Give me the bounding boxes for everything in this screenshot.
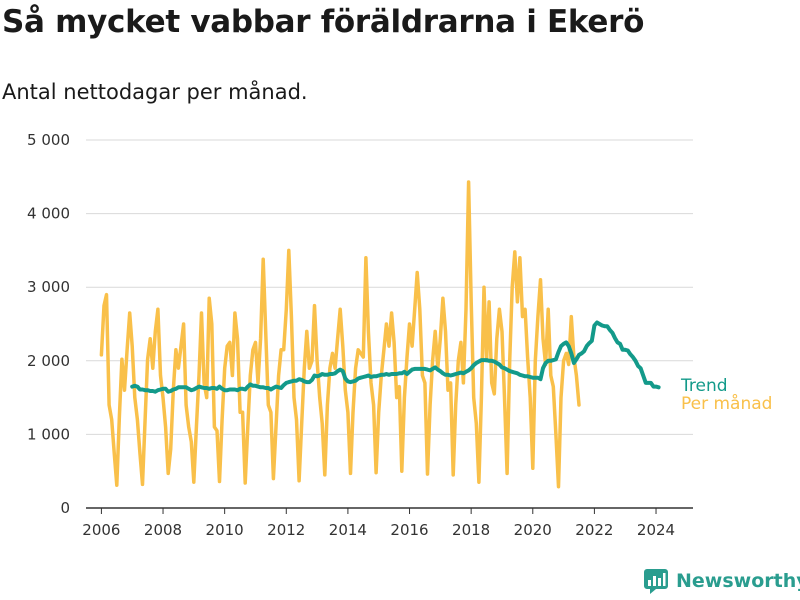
newsworthy-logo: Newsworthy xyxy=(644,568,800,594)
brand-name: Newsworthy xyxy=(676,570,800,592)
chart-subtitle: Antal nettodagar per månad. xyxy=(2,80,308,104)
x-tick-label: 2022 xyxy=(575,521,613,539)
chart-title: Så mycket vabbar föräldrarna i Ekerö xyxy=(2,4,645,40)
x-tick-label: 2010 xyxy=(206,521,244,539)
series-line-per-m-nad xyxy=(99,180,581,489)
y-tick-label: 5 000 xyxy=(27,131,70,149)
y-tick-label: 4 000 xyxy=(27,205,70,223)
x-tick-label: 2006 xyxy=(82,521,120,539)
series-lines xyxy=(99,180,661,489)
x-tick-label: 2008 xyxy=(144,521,182,539)
y-tick-label: 2 000 xyxy=(27,352,70,370)
x-tick-label: 2014 xyxy=(329,521,367,539)
y-tick-label: 1 000 xyxy=(27,425,70,443)
y-axis-ticks: 0 1 000 2 000 3 000 4 000 5 000 xyxy=(27,131,70,517)
x-tick-label: 2020 xyxy=(514,521,552,539)
x-tick-label: 2018 xyxy=(452,521,490,539)
grid-lines xyxy=(86,139,693,435)
series-label: Trend xyxy=(680,376,728,396)
x-tick-label: 2024 xyxy=(637,521,675,539)
y-tick-label: 3 000 xyxy=(27,278,70,296)
x-tick-label: 2016 xyxy=(390,521,428,539)
bar-chart-logo-icon xyxy=(644,569,668,594)
x-tick-label: 2012 xyxy=(267,521,305,539)
y-tick-label: 0 xyxy=(60,499,70,517)
series-label: Per månad xyxy=(681,393,772,414)
x-axis-ticks: 2006 2008 2010 2012 2014 2016 2018 2020 2022 2024 xyxy=(82,508,675,539)
series-line-trend xyxy=(130,320,661,394)
